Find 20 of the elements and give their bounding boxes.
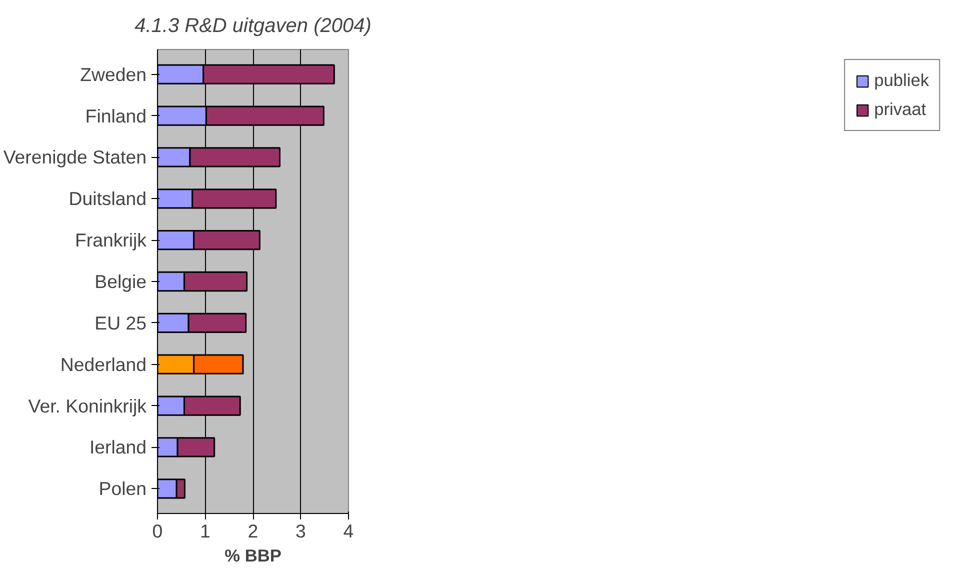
y-tick-label: Belgie	[94, 271, 147, 292]
y-tick-label: Frankrijk	[74, 230, 148, 251]
y-tick-label: Duitsland	[68, 188, 147, 210]
y-tick-label: Verenigde Staten	[3, 146, 147, 168]
x-tick-label: 4	[343, 520, 354, 542]
x-axis-title: % BBP	[224, 546, 282, 566]
chart-title: 4.1.3 R&D uitgaven (2004)	[134, 15, 372, 37]
x-tick-label: 0	[152, 520, 163, 542]
legend-label: publiek	[874, 70, 929, 91]
y-tick-label: Zweden	[80, 64, 147, 85]
y-tick-label: Polen	[98, 478, 147, 500]
x-tick-label: 3	[296, 520, 306, 542]
y-tick-label: Ierland	[89, 436, 147, 458]
y-tick-label: Nederland	[60, 354, 147, 375]
y-tick-label: Finland	[85, 105, 147, 126]
legend-label: privaat	[874, 99, 926, 120]
y-tick-label: Ver. Koninkrijk	[28, 395, 148, 416]
x-tick-label: 1	[200, 520, 210, 542]
y-tick-label: EU 25	[94, 312, 147, 334]
x-tick-label: 2	[248, 520, 258, 542]
